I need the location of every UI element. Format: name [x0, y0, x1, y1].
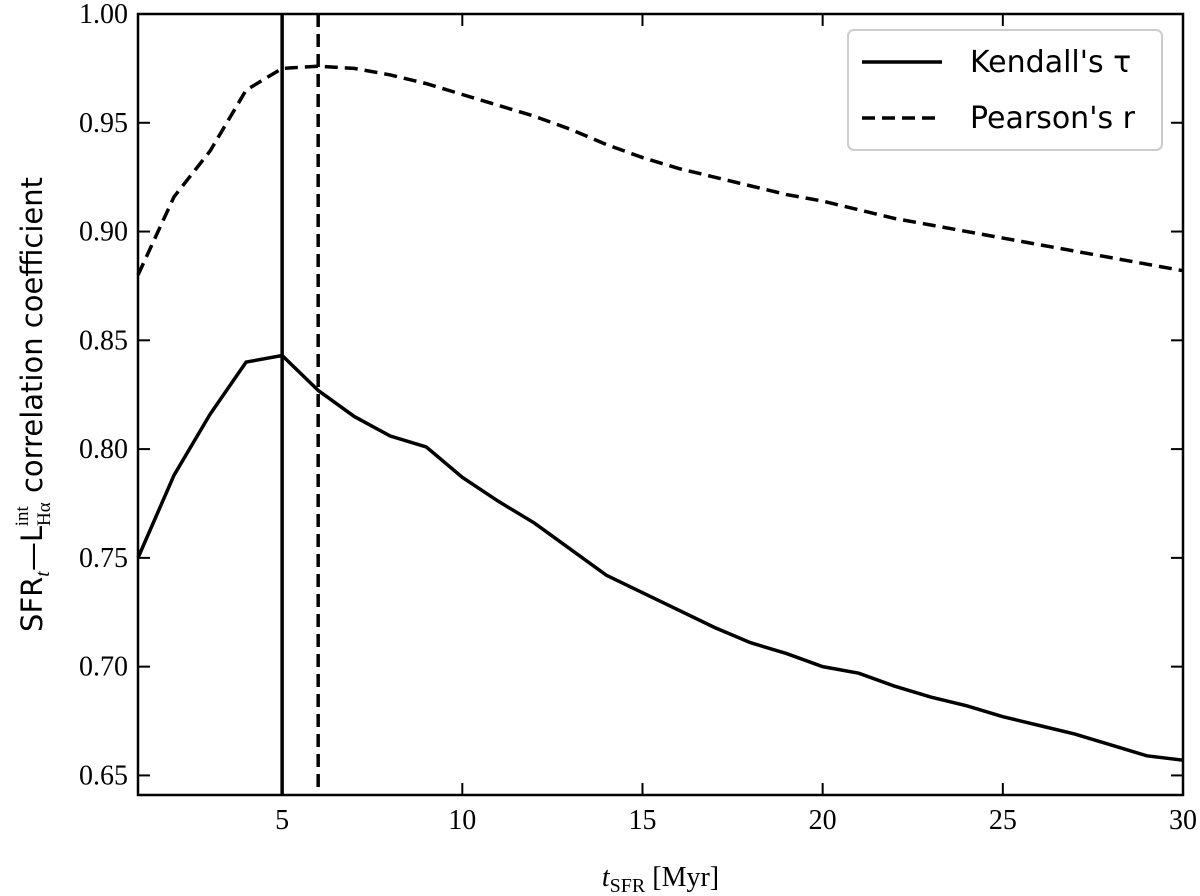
- x-tick-label: 15: [628, 805, 656, 836]
- legend-frame: [847, 29, 1163, 151]
- data-line: [136, 64, 1184, 276]
- y-label-part: t: [32, 571, 54, 577]
- y-label-part: correlation coefficient: [15, 177, 49, 502]
- y-label-part: SFR: [15, 577, 49, 632]
- plot-frame: [136, 12, 1185, 797]
- x-label-part: SFR: [610, 875, 646, 896]
- y-tick-label: 0.95: [79, 108, 128, 139]
- x-tick-label: 5: [275, 805, 289, 836]
- x-label-part: [Myr]: [645, 862, 719, 893]
- x-tick-label: 10: [448, 805, 476, 836]
- y-tick-label: 0.75: [79, 543, 128, 574]
- legend-label: Pearson's r: [970, 101, 1136, 136]
- x-label-part: t: [602, 862, 611, 893]
- y-tick-label: 1.00: [79, 0, 128, 30]
- y-axis-label: SFRt—LHαint correlation coefficient: [12, 177, 55, 632]
- y-label-part: int: [12, 506, 33, 527]
- x-axis-label: tSFR [Myr]: [602, 862, 719, 896]
- y-tick-label: 0.80: [79, 434, 128, 465]
- x-tick-label: 30: [1169, 805, 1197, 836]
- legend-label: Kendall's τ: [970, 45, 1131, 80]
- y-tick-label: 0.90: [79, 217, 128, 248]
- y-label-part: —L: [15, 526, 49, 571]
- data-line: [136, 353, 1184, 762]
- x-tick-label: 20: [809, 805, 837, 836]
- x-tick-label: 25: [989, 805, 1017, 836]
- y-tick-label: 0.65: [79, 760, 128, 791]
- y-tick-label: 0.70: [79, 652, 128, 683]
- y-label-part: Hα: [34, 502, 55, 526]
- y-tick-label: 0.85: [79, 325, 128, 356]
